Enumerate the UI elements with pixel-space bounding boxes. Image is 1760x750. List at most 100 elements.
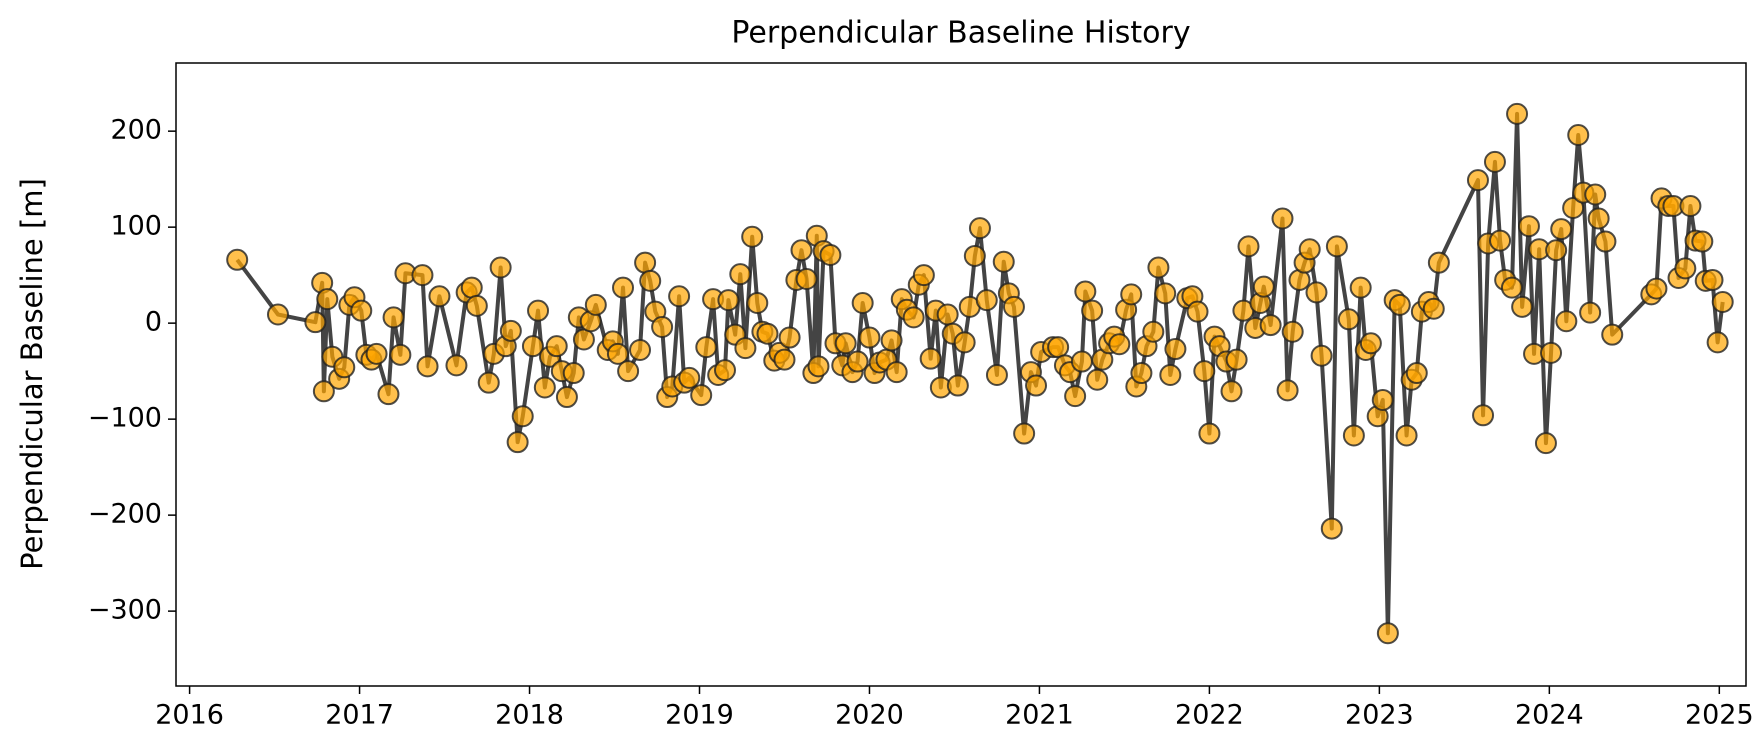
- data-point: [1388, 293, 1411, 316]
- data-point: [778, 326, 801, 349]
- data-point: [1691, 230, 1714, 253]
- data-point: [1002, 295, 1025, 318]
- x-tick-label: 2025: [1685, 700, 1754, 731]
- y-axis-label: Perpendicular Baseline [m]: [15, 178, 49, 570]
- y-tick-label: 100: [110, 211, 162, 242]
- data-point: [1711, 291, 1734, 314]
- data-point: [521, 335, 544, 358]
- data-point: [445, 354, 468, 377]
- data-point: [1108, 333, 1131, 356]
- data-point: [912, 264, 935, 287]
- data-point: [1271, 207, 1294, 230]
- data-point: [1422, 297, 1445, 320]
- data-point: [1545, 239, 1568, 262]
- data-point: [1483, 150, 1506, 173]
- data-point: [416, 355, 439, 378]
- data-point: [1587, 207, 1610, 230]
- data-point: [1142, 320, 1165, 343]
- x-tick-label: 2016: [155, 700, 224, 731]
- data-point: [668, 285, 691, 308]
- data-point: [350, 299, 373, 322]
- data-point: [807, 355, 830, 378]
- data-point: [489, 256, 512, 279]
- data-point: [639, 269, 662, 292]
- data-point: [634, 251, 657, 274]
- data-point: [1601, 323, 1624, 346]
- data-point: [985, 363, 1008, 386]
- data-point: [377, 383, 400, 406]
- x-tick-label: 2017: [325, 700, 394, 731]
- data-point: [511, 405, 534, 428]
- data-point: [790, 239, 813, 262]
- data-point: [953, 331, 976, 354]
- data-point: [266, 303, 289, 326]
- data-point: [1706, 331, 1729, 354]
- data-point: [975, 289, 998, 312]
- data-point: [584, 293, 607, 316]
- data-point: [1252, 275, 1275, 298]
- data-point: [499, 319, 522, 342]
- data-point: [946, 374, 969, 397]
- data-point: [1325, 235, 1348, 258]
- data-point: [936, 303, 959, 326]
- data-point: [477, 371, 500, 394]
- data-point: [1511, 295, 1534, 318]
- data-point: [1337, 308, 1360, 331]
- data-point: [1349, 276, 1372, 299]
- data-point: [1489, 229, 1512, 252]
- data-point: [606, 342, 629, 365]
- data-point: [1395, 424, 1418, 447]
- data-point: [1064, 385, 1087, 408]
- data-point: [695, 336, 718, 359]
- x-tick-label: 2022: [1175, 700, 1244, 731]
- data-point: [846, 350, 869, 373]
- data-point: [1081, 299, 1104, 322]
- data-point: [880, 329, 903, 352]
- data-point: [304, 311, 327, 334]
- data-point: [1159, 363, 1182, 386]
- data-point: [746, 291, 769, 314]
- data-point: [365, 342, 388, 365]
- data-point: [617, 360, 640, 383]
- data-point: [741, 225, 764, 248]
- data-point: [545, 335, 568, 358]
- data-point: [1237, 235, 1260, 258]
- data-point: [1025, 374, 1048, 397]
- data-point: [795, 267, 818, 290]
- data-point: [1193, 360, 1216, 383]
- plot-frame: [175, 62, 1747, 687]
- data-point: [1500, 276, 1523, 299]
- data-point: [756, 322, 779, 345]
- data-point: [713, 359, 736, 382]
- data-point: [1298, 238, 1321, 261]
- data-point: [1320, 517, 1343, 540]
- data-point: [527, 299, 550, 322]
- data-point: [834, 332, 857, 355]
- data-point: [1281, 320, 1304, 343]
- data-point: [1550, 218, 1573, 241]
- data-point: [1567, 123, 1590, 146]
- chart-title: Perpendicular Baseline History: [731, 16, 1190, 51]
- data-point: [1562, 196, 1585, 219]
- data-point: [734, 337, 757, 360]
- data-point: [1074, 280, 1097, 303]
- x-tick-label: 2019: [665, 700, 734, 731]
- data-point: [1472, 404, 1495, 427]
- data-point: [460, 276, 483, 299]
- data-point: [1679, 195, 1702, 218]
- data-point: [717, 289, 740, 312]
- x-tick-label: 2021: [1005, 700, 1074, 731]
- data-point: [1186, 300, 1209, 323]
- data-point: [1013, 422, 1036, 445]
- data-point: [572, 328, 595, 351]
- data-point: [428, 285, 451, 308]
- data-point: [1645, 277, 1668, 300]
- data-point: [1534, 432, 1557, 455]
- data-point: [968, 217, 991, 240]
- data-point: [1047, 336, 1070, 359]
- x-tick-label: 2024: [1515, 700, 1584, 731]
- x-tick-label: 2018: [495, 700, 564, 731]
- data-point: [1405, 362, 1428, 385]
- data-point: [1584, 183, 1607, 206]
